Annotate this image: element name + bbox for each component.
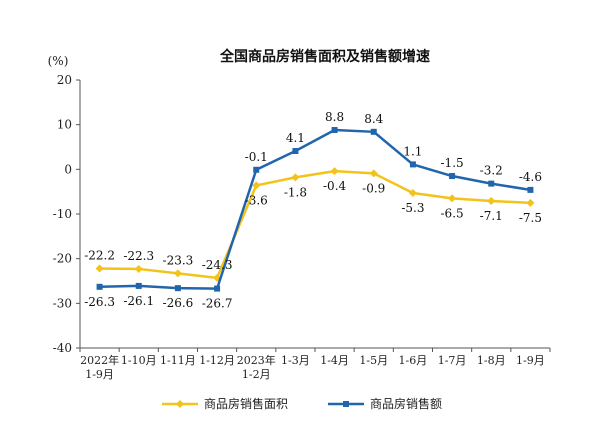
- x-tick-label: 1-8月: [477, 354, 506, 367]
- x-tick-label: 1-6月: [399, 354, 428, 367]
- data-point: [487, 197, 496, 206]
- series-group: [95, 127, 535, 292]
- x-tick-label-line: 1-7月: [438, 354, 467, 367]
- x-tick-label: 2023年 1-2月: [237, 353, 276, 381]
- data-label: -1.5: [441, 156, 464, 170]
- legend-label: 商品房销售额: [370, 396, 442, 411]
- x-tick-label-line: 1-9月: [85, 368, 114, 381]
- data-point: [448, 194, 457, 203]
- x-tick-label: 1-5月: [359, 354, 388, 367]
- data-point: [95, 264, 104, 273]
- data-point: [330, 167, 339, 176]
- data-labels: -22.2 -22.3 -23.3 -24.3 -3.6 -1.8 -0.4 -0.9 -5.3…: [84, 110, 542, 311]
- data-point: [408, 189, 417, 198]
- data-label: -0.9: [362, 181, 385, 195]
- legend-marker: [343, 401, 349, 407]
- data-point: [291, 173, 300, 182]
- data-point: [135, 282, 142, 289]
- data-label: -1.8: [284, 185, 307, 199]
- data-label: -5.3: [401, 201, 424, 215]
- x-tick-label: 1-12月: [199, 354, 235, 367]
- x-tick-label-line: 1-4月: [320, 354, 349, 367]
- data-label: 8.4: [364, 112, 383, 126]
- x-tick-label-line: 2022年: [80, 353, 119, 367]
- y-tick-label: -30: [53, 296, 72, 310]
- data-point: [331, 127, 338, 134]
- x-tick-label-line: 1-8月: [477, 354, 506, 367]
- data-label: -0.1: [245, 150, 268, 164]
- legend-marker: [176, 400, 184, 408]
- data-point: [134, 264, 143, 273]
- data-point: [96, 283, 103, 290]
- data-point: [252, 181, 261, 190]
- data-label: -26.3: [84, 295, 115, 309]
- data-label: -22.2: [84, 248, 115, 262]
- data-point: [409, 161, 416, 168]
- y-tick-label: 10: [57, 118, 72, 132]
- data-label: -7.5: [519, 211, 542, 225]
- y-tick-label: -40: [53, 341, 72, 355]
- x-tick-label: 1-9月: [516, 354, 545, 367]
- x-tick-label: 2022年 1-9月: [80, 353, 119, 381]
- data-label: -23.3: [163, 253, 194, 267]
- data-point: [449, 173, 456, 180]
- x-tick-label-line: 1-10月: [121, 354, 157, 367]
- y-tick-label: 20: [57, 73, 72, 87]
- x-tick-label-line: 1-3月: [281, 354, 310, 367]
- y-axis-unit-label: (%): [48, 54, 69, 68]
- data-label: -24.3: [202, 258, 233, 272]
- data-point: [370, 128, 377, 135]
- x-tick-label-line: 1-12月: [199, 354, 235, 367]
- data-point: [214, 285, 221, 292]
- data-label: -26.6: [163, 296, 194, 310]
- legend: 商品房销售面积 商品房销售额: [162, 396, 442, 411]
- data-label: -3.6: [245, 193, 268, 207]
- chart-title: 全国商品房销售面积及销售额增速: [219, 48, 430, 65]
- series-2: [96, 127, 534, 292]
- data-point: [253, 166, 260, 173]
- x-tick-label: 1-4月: [320, 354, 349, 367]
- legend-label: 商品房销售面积: [204, 396, 288, 411]
- x-tick-label-line: 2023年: [237, 353, 276, 367]
- y-tick-label: -20: [53, 252, 72, 266]
- data-label: -7.1: [480, 209, 503, 223]
- series-1: [95, 167, 535, 282]
- data-label: 1.1: [403, 144, 422, 158]
- y-tick-label: -10: [53, 207, 72, 221]
- data-label: 4.1: [286, 131, 305, 145]
- data-point: [174, 285, 181, 292]
- data-point: [527, 186, 534, 193]
- x-tick-label: 1-10月: [121, 354, 157, 367]
- series-line-2: [99, 128, 531, 290]
- x-tick-label: 1-11月: [160, 354, 196, 367]
- data-label: -4.6: [519, 170, 542, 184]
- data-label: -6.5: [441, 206, 464, 220]
- y-tick-label: 0: [64, 162, 72, 176]
- x-tick-label-line: 1-11月: [160, 354, 196, 367]
- data-label: -22.3: [123, 249, 154, 263]
- x-tick-label-line: 1-2月: [242, 368, 271, 381]
- data-point: [292, 148, 299, 155]
- data-label: -26.7: [202, 297, 233, 311]
- data-label: -0.4: [323, 179, 347, 193]
- x-tick-label: 1-7月: [438, 354, 467, 367]
- x-tick-label: 1-3月: [281, 354, 310, 367]
- x-tick-label-line: 1-5月: [359, 354, 388, 367]
- data-label: 8.8: [325, 110, 344, 124]
- data-label: -3.2: [480, 164, 503, 178]
- data-point: [488, 180, 495, 187]
- x-tick-label-line: 1-6月: [399, 354, 428, 367]
- x-tick-label-line: 1-9月: [516, 354, 545, 367]
- series-line-1: [99, 169, 531, 280]
- data-label: -26.1: [123, 294, 154, 308]
- data-point: [526, 198, 535, 207]
- data-point: [173, 269, 182, 278]
- data-point: [369, 169, 378, 178]
